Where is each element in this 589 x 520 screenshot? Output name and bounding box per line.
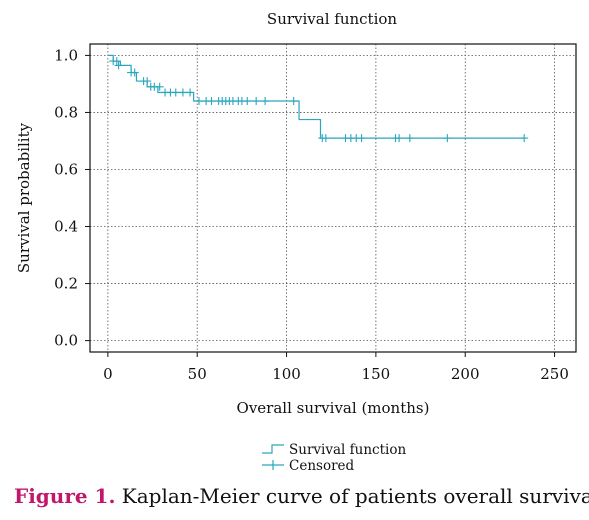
x-tick-label: 0 [103,365,113,383]
censored-marker [520,134,529,143]
x-tick-label: 100 [272,365,301,383]
censored-marker [171,88,180,97]
legend-survival-swatch [262,444,284,454]
y-tick-label: 0.8 [54,103,78,121]
censored-marker [155,82,164,91]
censored-marker [405,134,414,143]
censored-marker [130,68,139,77]
x-tick-label: 250 [540,365,569,383]
x-tick-label: 200 [451,365,480,383]
chart-marks [107,54,529,143]
censored-marker [207,97,216,106]
censored-marker [289,97,298,106]
legend-censored-label: Censored [289,458,355,474]
plot-frame [89,43,577,353]
grid-lines [90,44,576,352]
legend-survival-label: Survival function [289,442,406,458]
censored-marker [112,57,121,66]
caption-text: Kaplan-Meier curve of patients overall s… [115,484,589,508]
legend-censored-swatch [262,460,284,470]
y-axis-label: Survival probability [15,122,33,273]
chart-title: Survival function [267,10,397,28]
y-tick-label: 0.0 [54,332,78,350]
censored-marker [186,88,195,97]
km-chart: Survival function 0 50 100 150 200 2500.00.20… [15,10,577,474]
figure-label: Figure 1. [14,484,116,508]
censored-marker [194,97,203,106]
censored-marker [178,88,187,97]
censored-marker [443,134,452,143]
censored-marker [252,97,261,106]
y-tick-label: 0.4 [54,218,78,236]
x-axis-label: Overall survival (months) [237,399,430,417]
censored-marker [261,97,270,106]
y-tick-label: 1.0 [54,46,78,64]
censored-marker [243,97,252,106]
y-tick-label: 0.6 [54,160,78,178]
censored-marker [395,134,404,143]
y-tick-label: 0.2 [54,275,78,293]
axis-ticks: 0 50 100 150 200 250 0.0 0.2 0.4 0.6 0.8 1.0 [54,46,569,383]
x-tick-label: 150 [362,365,391,383]
censored-marker [143,77,152,86]
censored-marker [321,134,330,143]
x-tick-label: 50 [188,365,207,383]
censored-marker [357,134,366,143]
figure-caption: Figure 1. Kaplan-Meier curve of patients… [14,484,589,508]
survival-curve-line [107,54,525,139]
censored-marker [114,61,123,70]
